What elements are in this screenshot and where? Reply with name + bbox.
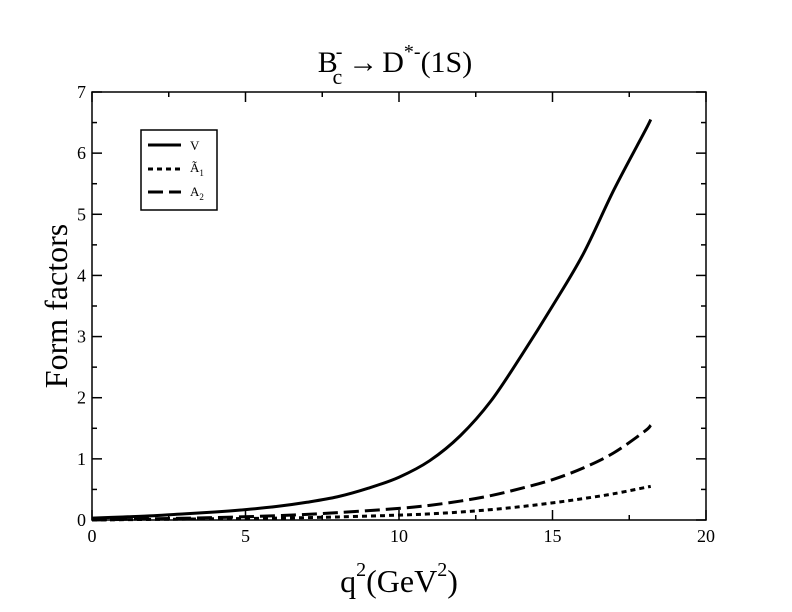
x-tick-label: 20 xyxy=(697,526,715,546)
x-axis-label: q2(GeV2) xyxy=(340,559,458,599)
title-b: B xyxy=(318,46,338,79)
x-tick-label: 0 xyxy=(88,526,97,546)
y-tick-label: 0 xyxy=(77,510,86,530)
x-tick-label: 10 xyxy=(390,526,408,546)
title-state: (1S) xyxy=(421,46,473,79)
xlabel-gev-sup: 2 xyxy=(437,559,447,581)
xlabel-q: q xyxy=(340,563,356,599)
title-b-sub: c xyxy=(332,64,342,89)
axis-tick-labels: 0 5 10 15 20 0 1 2 3 4 5 6 7 xyxy=(77,82,715,546)
legend-label-v: V xyxy=(190,138,200,153)
y-tick-label: 7 xyxy=(77,82,86,102)
title-b-sup: - xyxy=(336,41,343,63)
title-arrow: → xyxy=(348,46,378,79)
series-line-a1 xyxy=(91,484,652,522)
x-tick-label: 5 xyxy=(241,526,250,546)
y-tick-label: 3 xyxy=(77,327,86,347)
xlabel-paren-close: ) xyxy=(447,563,458,599)
x-tick-label: 15 xyxy=(544,526,562,546)
y-tick-label: 1 xyxy=(77,449,86,469)
series-line-v xyxy=(91,118,653,520)
y-tick-label: 6 xyxy=(77,143,86,163)
series-lines xyxy=(91,118,653,522)
legend-label-a2: A2 xyxy=(190,184,204,202)
y-tick-label: 4 xyxy=(77,265,86,285)
xlabel-q-sup: 2 xyxy=(356,559,366,581)
title-d-sup: *- xyxy=(404,41,421,63)
title-d: D xyxy=(382,46,404,79)
xlabel-paren-open: (GeV xyxy=(366,563,437,599)
chart-title: B-c → D*-(1S) xyxy=(318,41,472,89)
y-axis-label: Form factors xyxy=(38,224,74,388)
legend: V Ã1 A2 xyxy=(140,129,218,211)
series-line-a2 xyxy=(91,424,652,522)
y-tick-label: 2 xyxy=(77,388,86,408)
legend-label-a1: Ã1 xyxy=(190,160,204,178)
y-tick-label: 5 xyxy=(77,204,86,224)
